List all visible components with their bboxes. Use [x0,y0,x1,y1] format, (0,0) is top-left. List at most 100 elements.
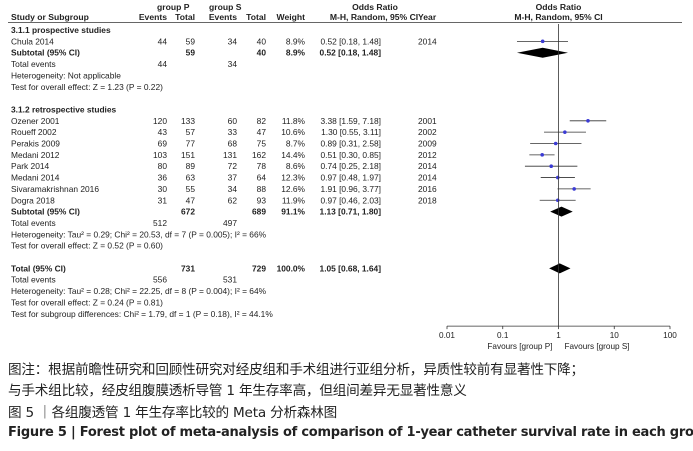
subtotal-label: Subtotal (95% CI) [11,207,80,217]
study-year: 2012 [418,150,437,160]
pooled-diamond [549,263,571,274]
header-plot-method: M-H, Random, 95% CI [514,12,602,22]
study-point [540,39,545,44]
study-point [586,119,590,123]
total-label: Total (95% CI) [11,263,66,273]
study-total-1: 57 [186,127,196,137]
note-events-1: 512 [153,218,167,228]
study-events-2: 34 [228,184,238,194]
subtotal-total-2: 40 [257,48,267,58]
study-point [549,164,554,168]
note-label: Test for overall effect: Z = 0.24 (P = 0… [11,297,163,307]
subtotal-total-1: 672 [181,207,195,217]
total-total-1: 731 [181,263,195,273]
study-weight: 11.9% [282,195,306,205]
study-events-2: 131 [223,150,237,160]
study-total-2: 64 [257,173,267,183]
x-tick-label: 1 [556,331,561,340]
study-year: 2014 [418,161,437,171]
study-or-ci: 0.74 [0.25, 2.18] [320,161,381,171]
study-point [555,198,560,203]
study-events-2: 68 [228,139,238,149]
study-total-1: 47 [186,195,196,205]
note-events-1: 556 [153,275,167,285]
x-tick-label: 10 [610,331,620,340]
x-tick-label: 0.1 [497,331,509,340]
study-year: 2018 [418,195,437,205]
study-weight: 12.3% [281,173,305,183]
study-events-2: 72 [228,161,238,171]
study-point [572,187,576,191]
study-or-ci: 0.51 [0.30, 0.85] [320,150,381,160]
study-label: Chula 2014 [11,36,54,46]
study-year: 2016 [418,184,437,194]
study-events-1: 36 [158,173,168,183]
study-label: Perakis 2009 [11,139,60,149]
study-label: Medani 2012 [11,150,60,160]
study-events-1: 103 [153,150,167,160]
note-label: Heterogeneity: Tau² = 0.28; Chi² = 22.25… [11,286,267,296]
study-label: Sivaramakrishnan 2016 [11,184,99,194]
header-or-method: M-H, Random, 95% CI [330,12,418,22]
subtotal-or-ci: 1.13 [0.71, 1.80] [320,207,382,217]
study-events-1: 30 [158,184,168,194]
note-label: Test for subgroup differences: Chi² = 1.… [11,309,273,319]
study-point [555,175,560,180]
study-events-2: 34 [228,36,238,46]
study-year: 2001 [418,116,437,126]
subtotal-or-ci: 0.52 [0.18, 1.48] [320,48,382,58]
study-weight: 8.9% [286,36,306,46]
header-group1: group P [157,2,190,12]
study-events-1: 80 [158,161,168,171]
study-or-ci: 3.38 [1.59, 7.18] [320,116,381,126]
study-total-2: 47 [257,127,267,137]
note-label: Total events [11,218,56,228]
header-or-title: Odds Ratio [352,2,398,12]
caption-note-line-2: 与手术组比较，经皮组腹膜透析导管 1 年生存率高，但组间差异无显著性意义 [8,383,467,399]
study-events-1: 43 [158,127,168,137]
study-point [540,153,544,157]
study-total-1: 89 [186,161,196,171]
note-label: Heterogeneity: Not applicable [11,70,121,80]
study-or-ci: 1.30 [0.55, 3.11] [321,127,381,137]
study-weight: 14.4% [281,150,305,160]
note-label: Total events [11,59,56,69]
header-year: Year [418,12,437,22]
group-label: 3.1.1 prospective studies [11,25,111,35]
header-group2: group S [209,2,242,12]
note-events-1: 44 [158,59,168,69]
note-label: Test for overall effect: Z = 0.52 (P = 0… [11,241,163,251]
note-label: Heterogeneity: Tau² = 0.29; Chi² = 20.53… [11,229,267,239]
pooled-diamond [550,206,573,217]
study-total-2: 88 [257,184,267,194]
study-events-1: 120 [153,116,167,126]
study-events-2: 62 [228,195,238,205]
note-events-2: 497 [223,218,237,228]
figure-title-chinese: 图 5 ｜各组腹透管 1 年生存率比较的 Meta 分析森林图 [8,405,338,421]
study-total-1: 151 [181,150,195,160]
subtotal-weight: 91.1% [281,207,305,217]
study-or-ci: 0.52 [0.18, 1.48] [320,36,381,46]
x-tick-label: 0.01 [439,331,455,340]
header-study: Study or Subgroup [11,12,89,22]
study-total-2: 78 [257,161,267,171]
study-point [553,141,558,146]
study-label: Medani 2014 [11,173,60,183]
study-label: Park 2014 [11,161,50,171]
study-year: 2014 [418,36,437,46]
study-year: 2009 [418,139,437,149]
favours-left-label: Favours [group P] [487,342,552,351]
study-label: Roueff 2002 [11,127,57,137]
total-total-2: 729 [252,263,266,273]
caption-note-line-1: 图注：根据前瞻性研究和回顾性研究对经皮组和手术组进行亚组分析，异质性较前有显著性… [8,362,584,378]
header-events-1: Events [139,12,167,22]
favours-right-label: Favours [group S] [565,342,630,351]
study-label: Ozener 2001 [11,116,60,126]
study-total-2: 82 [257,116,267,126]
subtotal-label: Subtotal (95% CI) [11,48,80,58]
header-plot-title: Odds Ratio [536,2,582,12]
study-total-2: 75 [257,139,267,149]
study-weight: 8.6% [286,161,306,171]
subtotal-total-2: 689 [252,207,266,217]
